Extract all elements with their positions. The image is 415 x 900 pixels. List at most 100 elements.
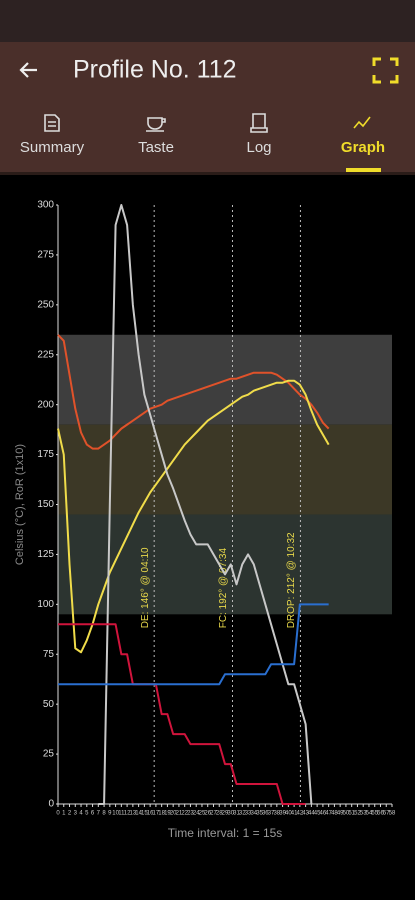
- x-tick-label: 24: [193, 811, 200, 817]
- y-tick-label: 50: [43, 699, 55, 710]
- x-tick-label: 38: [273, 811, 280, 817]
- x-tick-label: 25: [199, 811, 206, 817]
- event-label: DE: 146° @ 04:10: [140, 547, 151, 628]
- x-tick-label: 45: [314, 811, 321, 817]
- x-tick-label: 10: [112, 811, 119, 817]
- log-icon: [250, 113, 268, 133]
- y-axis-label: Celsius (°C), RoR (1x10): [14, 444, 26, 565]
- x-tick-label: 9: [108, 811, 112, 817]
- x-tick-label: 5: [85, 811, 89, 817]
- x-tick-label: 0: [56, 811, 60, 817]
- series-line: [58, 603, 329, 686]
- x-tick-label: 13: [130, 811, 137, 817]
- x-tick-label: 3: [74, 811, 78, 817]
- x-tick-label: 14: [135, 811, 142, 817]
- x-tick-label: 23: [187, 811, 194, 817]
- x-tick-label: 1: [62, 811, 66, 817]
- x-tick-label: 57: [383, 811, 390, 817]
- x-tick-label: 40: [285, 811, 292, 817]
- x-tick-label: 30: [227, 811, 234, 817]
- y-tick-label: 75: [43, 649, 55, 660]
- app-title: Profile No. 112: [73, 56, 237, 84]
- x-tick-label: 35: [256, 811, 263, 817]
- range-band: [58, 424, 392, 515]
- x-tick-label: 50: [343, 811, 350, 817]
- y-tick-label: 175: [37, 449, 54, 460]
- series-line: [58, 623, 306, 805]
- x-tick-label: 37: [268, 811, 275, 817]
- x-tick-label: 36: [262, 811, 269, 817]
- x-tick-label: 43: [302, 811, 309, 817]
- x-tick-label: 39: [279, 811, 286, 817]
- x-axis-label: Time interval: 1 = 15s: [168, 826, 283, 840]
- y-tick-label: 125: [37, 549, 54, 560]
- x-tick-label: 55: [371, 811, 378, 817]
- x-tick-label: 52: [354, 811, 361, 817]
- x-tick-label: 22: [181, 811, 188, 817]
- fullscreen-button[interactable]: [372, 57, 399, 84]
- x-tick-label: 41: [291, 811, 298, 817]
- event-label: FC: 192° @ 07:34: [218, 548, 229, 629]
- y-tick-label: 100: [37, 599, 54, 610]
- tab-indicator: [346, 168, 381, 172]
- x-tick-label: 56: [377, 811, 384, 817]
- x-tick-label: 12: [124, 811, 131, 817]
- event-label: DROP: 212° @ 10:32: [286, 532, 297, 628]
- x-tick-label: 26: [204, 811, 211, 817]
- x-tick-label: 46: [320, 811, 327, 817]
- series-line: [57, 334, 330, 450]
- x-tick-label: 19: [164, 811, 171, 817]
- tab-label[interactable]: Log: [246, 139, 271, 156]
- y-tick-label: 225: [37, 349, 54, 360]
- x-tick-label: 4: [79, 811, 83, 817]
- x-tick-label: 47: [325, 811, 332, 817]
- y-tick-label: 25: [43, 749, 55, 760]
- y-tick-label: 200: [37, 399, 54, 410]
- x-tick-label: 21: [176, 811, 183, 817]
- y-tick-label: 275: [37, 250, 54, 261]
- tab-label[interactable]: Graph: [341, 139, 385, 156]
- x-tick-label: 18: [158, 811, 165, 817]
- x-tick-label: 54: [366, 811, 373, 817]
- x-tick-label: 16: [147, 811, 154, 817]
- summary-icon: [44, 114, 60, 132]
- status-bar: [0, 0, 415, 42]
- x-tick-label: 8: [102, 811, 106, 817]
- tab-label[interactable]: Summary: [20, 139, 85, 156]
- x-tick-label: 28: [216, 811, 223, 817]
- y-tick-label: 300: [37, 200, 54, 211]
- x-tick-label: 32: [239, 811, 246, 817]
- x-tick-label: 49: [337, 811, 344, 817]
- x-tick-label: 48: [331, 811, 338, 817]
- x-tick-label: 58: [389, 811, 396, 817]
- series-line: [57, 379, 330, 654]
- divider: [0, 172, 415, 175]
- x-tick-label: 29: [222, 811, 229, 817]
- back-button[interactable]: [19, 62, 37, 78]
- x-tick-label: 15: [141, 811, 148, 817]
- x-tick-label: 20: [170, 811, 177, 817]
- x-tick-label: 51: [348, 811, 355, 817]
- series-line: [98, 204, 313, 805]
- x-tick-label: 42: [297, 811, 304, 817]
- x-tick-label: 44: [308, 811, 315, 817]
- x-tick-label: 33: [245, 811, 252, 817]
- y-tick-label: 150: [37, 499, 54, 510]
- x-tick-label: 7: [97, 811, 101, 817]
- x-tick-label: 27: [210, 811, 217, 817]
- x-tick-label: 17: [153, 811, 160, 817]
- y-tick-label: 250: [37, 299, 54, 310]
- tab-label[interactable]: Taste: [138, 139, 174, 156]
- y-tick-label: 0: [48, 799, 54, 810]
- x-tick-label: 31: [233, 811, 240, 817]
- x-tick-label: 11: [118, 811, 125, 817]
- x-tick-label: 2: [68, 811, 72, 817]
- taste-icon: [146, 117, 166, 132]
- x-tick-label: 53: [360, 811, 367, 817]
- app-bar: [0, 42, 415, 172]
- x-tick-label: 6: [91, 811, 95, 817]
- x-tick-label: 34: [250, 811, 257, 817]
- graph-icon: [353, 116, 371, 129]
